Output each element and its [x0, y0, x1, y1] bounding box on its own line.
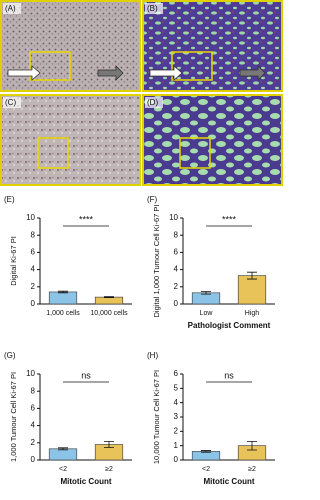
y-tick-label: 2 [174, 426, 179, 435]
x-tick-label: ≥2 [248, 466, 256, 473]
y-tick-label: 10 [169, 213, 178, 222]
x-tick-label: High [245, 310, 260, 317]
y-tick-label: 4 [31, 265, 36, 274]
significance-label: **** [222, 214, 237, 224]
y-tick-label: 4 [174, 398, 179, 407]
error-bar [201, 450, 211, 453]
panel-label: (F) [147, 195, 158, 204]
y-tick-label: 2 [31, 282, 36, 291]
bar [48, 291, 78, 305]
panel-label: (E) [4, 195, 15, 204]
error-bar [104, 441, 114, 448]
bar [48, 448, 78, 461]
y-tick-label: 4 [174, 265, 179, 274]
x-tick-label: ≥2 [105, 466, 113, 473]
figure: (A) (B) (C) (D) (E) Digital Ki-67 PI 0 2 4 6 8… [0, 0, 283, 486]
x-axis-label: Pathologist Comment [188, 321, 271, 330]
image-a [0, 0, 141, 92]
y-axis-label: Digital Ki-67 PI [9, 236, 18, 286]
y-tick-label: 5 [174, 383, 179, 392]
panel-label: (C) [5, 98, 16, 107]
error-bar [247, 271, 257, 280]
label-bg [3, 3, 21, 14]
y-tick-label: 8 [31, 386, 36, 395]
x-axis-label: Mitotic Count [203, 477, 254, 486]
x-tick-label: 1,000 cells [46, 310, 80, 317]
y-tick-label: 6 [174, 369, 179, 378]
label-bg [145, 97, 163, 108]
y-axis-label: Digital 1,000 Tumour Cell Ki-67 PI [152, 205, 161, 318]
error-bar [58, 290, 68, 294]
y-tick-label: 6 [174, 248, 179, 257]
x-tick-label: 10,000 cells [90, 310, 128, 317]
y-tick-label: 10 [26, 369, 35, 378]
y-tick-label: 6 [31, 248, 36, 257]
panel-label: (H) [147, 351, 158, 360]
bar [191, 451, 221, 461]
y-tick-label: 0 [31, 455, 36, 464]
panel-label: (A) [5, 4, 16, 13]
y-tick-label: 6 [31, 404, 36, 413]
y-tick-label: 3 [174, 412, 179, 421]
panel-label: (B) [147, 4, 158, 13]
panel-label: (G) [4, 351, 16, 360]
y-tick-label: 10 [26, 213, 35, 222]
x-axis-label: Mitotic Count [60, 477, 111, 486]
y-tick-label: 2 [174, 282, 179, 291]
significance-label: **** [79, 214, 94, 224]
y-tick-label: 4 [31, 421, 36, 430]
significance-label: ns [224, 370, 234, 380]
significance-label: ns [81, 370, 91, 380]
y-tick-label: 1 [174, 441, 179, 450]
label-bg [3, 97, 21, 108]
error-bar [201, 291, 211, 295]
x-tick-label: <2 [202, 466, 210, 473]
image-b [142, 0, 283, 92]
y-tick-label: 0 [174, 299, 179, 308]
panel-label: (D) [147, 98, 158, 107]
y-tick-label: 8 [31, 230, 36, 239]
label-bg [145, 3, 163, 14]
image-c [0, 94, 141, 186]
bar [237, 275, 267, 305]
x-tick-label: Low [200, 310, 214, 317]
image-d [142, 94, 283, 186]
y-axis-label: 1,000 Tumour Cell Ki-67 PI [9, 372, 18, 462]
error-bar [247, 440, 257, 451]
y-tick-label: 2 [31, 438, 36, 447]
error-bar [104, 296, 114, 298]
y-axis-label: 10,000 Tumour Cell Ki-67 PI [152, 370, 161, 464]
y-tick-label: 0 [31, 299, 36, 308]
x-tick-label: <2 [59, 466, 67, 473]
y-tick-label: 8 [174, 230, 179, 239]
error-bar [58, 447, 68, 451]
bar [94, 296, 124, 305]
y-tick-label: 0 [174, 455, 179, 464]
